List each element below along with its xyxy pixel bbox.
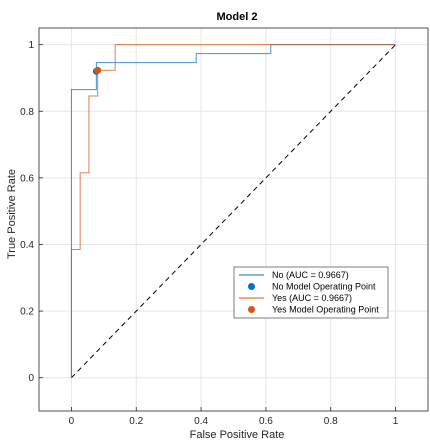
y-axis-label: True Positive Rate: [6, 169, 18, 259]
y-tick-label: 0: [28, 373, 34, 384]
x-tick-label: 0.4: [194, 416, 208, 427]
y-tick-label: 0.6: [20, 173, 34, 184]
x-tick-label: 0.8: [324, 416, 338, 427]
legend-entry: No (AUC = 0.9667): [272, 270, 349, 280]
legend-swatch-point: [248, 283, 255, 290]
legend-entry: Yes Model Operating Point: [272, 305, 379, 315]
x-tick-label: 0.6: [259, 416, 273, 427]
legend-entry: No Model Operating Point: [272, 282, 376, 292]
x-tick-label: 1: [393, 416, 399, 427]
series: [70, 44, 396, 378]
diagonal-reference: [71, 44, 396, 379]
series-line-0: [70, 44, 396, 378]
y-tick-label: 0.2: [20, 307, 34, 318]
operating-point-3: [94, 66, 102, 74]
x-tick-label: 0: [69, 416, 75, 427]
x-tick-label: 0.2: [129, 416, 143, 427]
x-axis-label: False Positive Rate: [190, 429, 285, 441]
series-line-2: [70, 44, 396, 378]
legend: No (AUC = 0.9667) No Model Operating Poin…: [233, 266, 389, 319]
legend-swatch-point: [248, 306, 255, 313]
y-tick-label: 0.8: [20, 107, 34, 118]
y-tick-label: 0.4: [20, 240, 34, 251]
axes: 0 0.2 0.4 0.6 0.8 1 0 0.2 0.4 0.6 0.8 1: [20, 27, 429, 427]
plot-box: [38, 27, 429, 412]
chance-line: [71, 44, 396, 379]
legend-entry: Yes (AUC = 0.9667): [272, 293, 352, 303]
y-tick-label: 1: [28, 40, 34, 51]
chart-title: Model 2: [217, 11, 258, 23]
grid: [39, 28, 428, 411]
